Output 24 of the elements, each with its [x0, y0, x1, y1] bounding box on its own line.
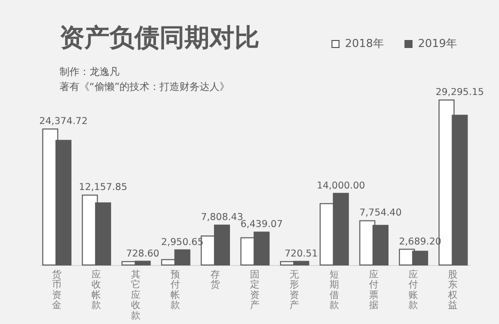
x-tick-label: 存货: [210, 268, 220, 291]
legend-label: 2019年: [418, 36, 457, 50]
x-tick-label: 股东权益: [447, 270, 458, 312]
x-tick-label: 应收帐款: [91, 268, 102, 312]
data-label: 728.60: [126, 248, 160, 260]
data-label: 720.51: [284, 248, 318, 260]
data-label: 12,157.85: [78, 182, 128, 194]
data-label: 6,439.07: [240, 219, 283, 230]
x-tick-label: 应付票据: [368, 268, 379, 312]
legend-label: 2018年: [345, 36, 384, 50]
data-label: 14,000.00: [316, 180, 366, 192]
text: 著有《“偷懒”的技术：打造财务达人》: [59, 81, 230, 93]
data-label: 7,754.40: [359, 208, 402, 219]
data-label: 24,374.72: [39, 116, 88, 127]
x-tick-label: 应付账款: [408, 268, 419, 312]
x-tick-label: 预付帐款: [170, 270, 181, 312]
x-tick-label: 短期借款: [329, 270, 340, 312]
chart-title: 资产负债同期对比: [59, 23, 260, 52]
x-tick-label: 固定资产: [250, 270, 260, 312]
x-tick-label: 货币资金: [52, 268, 62, 312]
x-tick-label: 其它应收款: [131, 268, 142, 322]
x-tick-label: 无形资产: [290, 270, 300, 312]
data-label: 29,295.15: [436, 87, 484, 98]
chart-subtitle: 制作：龙逸凡: [59, 66, 120, 78]
